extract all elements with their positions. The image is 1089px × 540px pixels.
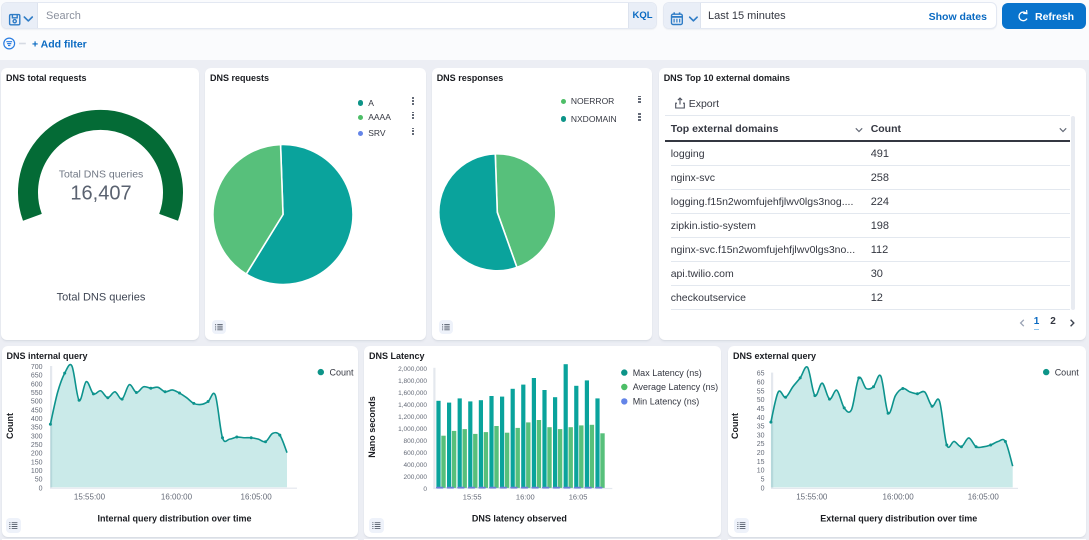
svg-text:200: 200 (30, 451, 42, 458)
svg-text:Count: Count (730, 413, 740, 439)
svg-text:150: 150 (30, 459, 42, 466)
svg-text:0: 0 (761, 485, 765, 492)
svg-text:200,000: 200,000 (404, 474, 428, 481)
svg-text:300: 300 (30, 433, 42, 440)
svg-text:600,000: 600,000 (404, 450, 428, 457)
svg-text:700: 700 (30, 364, 42, 371)
svg-text:Total DNS queries: Total DNS queries (57, 292, 146, 304)
svg-text:16,407: 16,407 (70, 183, 131, 205)
svg-text:600: 600 (30, 381, 42, 388)
svg-text:55: 55 (757, 388, 765, 395)
svg-text:16:05:00: 16:05:00 (968, 493, 1000, 502)
svg-text:10: 10 (757, 468, 765, 475)
svg-text:1,600,000: 1,600,000 (398, 390, 427, 397)
svg-text:650: 650 (30, 373, 42, 380)
svg-text:1,200,000: 1,200,000 (398, 414, 427, 421)
svg-text:1,400,000: 1,400,000 (398, 402, 427, 409)
svg-text:Total DNS queries: Total DNS queries (59, 169, 144, 181)
svg-text:250: 250 (30, 442, 42, 449)
svg-text:25: 25 (757, 441, 765, 448)
svg-text:0: 0 (38, 485, 42, 492)
svg-text:DNS latency observed: DNS latency observed (472, 514, 567, 524)
svg-text:1,000,000: 1,000,000 (398, 426, 427, 433)
svg-text:60: 60 (757, 379, 765, 386)
svg-text:1,800,000: 1,800,000 (398, 378, 427, 385)
svg-text:5: 5 (761, 477, 765, 484)
svg-text:400: 400 (30, 416, 42, 423)
svg-text:Internal query distribution ov: Internal query distribution over time (97, 514, 251, 524)
svg-text:2,000,000: 2,000,000 (398, 366, 427, 373)
svg-text:0: 0 (423, 486, 427, 493)
svg-text:15:55: 15:55 (463, 493, 482, 502)
svg-text:450: 450 (30, 407, 42, 414)
svg-text:50: 50 (34, 477, 42, 484)
svg-text:16:00:00: 16:00:00 (883, 493, 915, 502)
svg-text:Max Latency (ns): Max Latency (ns) (633, 368, 702, 378)
svg-text:16:00: 16:00 (516, 493, 535, 502)
svg-text:Count: Count (1055, 367, 1080, 377)
svg-text:400,000: 400,000 (404, 462, 428, 469)
svg-text:Nano seconds: Nano seconds (367, 396, 377, 458)
svg-text:Refresh: Refresh (1035, 11, 1074, 23)
svg-text:External query distribution ov: External query distribution over time (820, 514, 977, 524)
svg-text:16:05:00: 16:05:00 (240, 493, 272, 502)
svg-text:Min Latency (ns): Min Latency (ns) (633, 397, 700, 407)
svg-text:50: 50 (757, 397, 765, 404)
svg-text:16:00:00: 16:00:00 (160, 493, 192, 502)
svg-text:15: 15 (757, 459, 765, 466)
svg-text:65: 65 (757, 371, 765, 378)
svg-text:800,000: 800,000 (404, 438, 428, 445)
svg-text:Average Latency (ns): Average Latency (ns) (633, 382, 718, 392)
svg-text:45: 45 (757, 406, 765, 413)
svg-text:Count: Count (329, 367, 354, 377)
svg-text:16:05: 16:05 (569, 493, 588, 502)
svg-text:350: 350 (30, 425, 42, 432)
svg-text:Count: Count (5, 413, 15, 439)
svg-text:35: 35 (757, 424, 765, 431)
svg-text:550: 550 (30, 390, 42, 397)
svg-text:20: 20 (757, 450, 765, 457)
svg-text:500: 500 (30, 399, 42, 406)
svg-text:40: 40 (757, 415, 765, 422)
svg-text:30: 30 (757, 432, 765, 439)
svg-text:15:55:00: 15:55:00 (73, 493, 105, 502)
svg-text:15:55:00: 15:55:00 (796, 493, 828, 502)
svg-text:+ Add filter: + Add filter (32, 39, 87, 51)
svg-text:100: 100 (30, 468, 42, 475)
